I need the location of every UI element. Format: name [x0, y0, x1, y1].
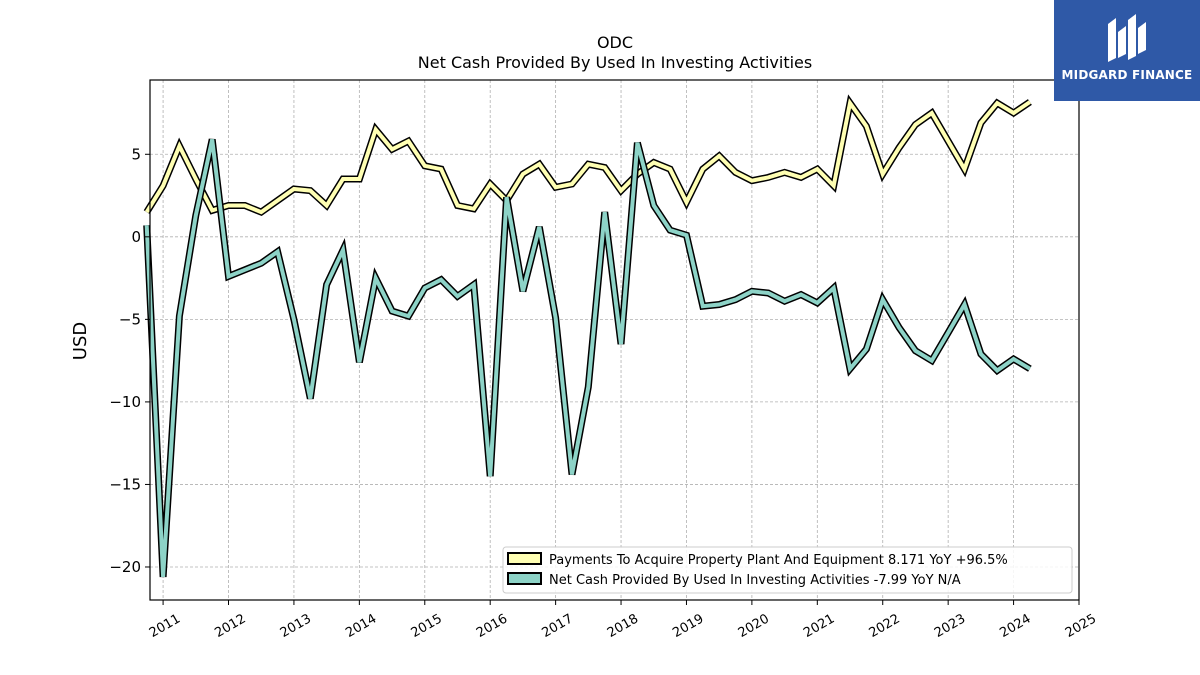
y-axis-label: USD: [70, 322, 91, 360]
x-tick-label: 2020: [736, 611, 772, 641]
y-tick-label: −5: [119, 310, 141, 328]
x-tick-label: 2022: [867, 611, 903, 641]
x-tick-label: 2014: [343, 611, 379, 641]
legend: Payments To Acquire Property Plant And E…: [502, 546, 1073, 594]
x-tick-label: 2024: [997, 611, 1033, 641]
x-tick-label: 2018: [605, 611, 641, 641]
x-tick-label: 2017: [539, 611, 575, 641]
y-tick-label: −20: [109, 558, 141, 576]
legend-box: [502, 546, 1073, 594]
x-tick-label: 2021: [801, 611, 837, 641]
x-tick-label: 2025: [1063, 611, 1099, 641]
y-tick-label: −15: [109, 475, 141, 493]
x-tick-label: 2013: [278, 611, 314, 641]
plot-frame: [149, 79, 1080, 601]
series-line-1: [144, 138, 1031, 578]
x-tick-label: 2023: [932, 611, 968, 641]
legend-swatch-investing: [507, 572, 542, 585]
series-lines: [143, 94, 1032, 578]
series-line-0: [145, 98, 1032, 215]
y-tick-label: 5: [131, 145, 141, 163]
legend-label-ppe: Payments To Acquire Property Plant And E…: [549, 553, 1008, 568]
chart-subtitle: Net Cash Provided By Used In Investing A…: [418, 53, 812, 72]
series-outline-0: [143, 94, 1032, 217]
x-tick-label: 2011: [147, 611, 183, 641]
midgard-finance-logo: MIDGARD FINANCE: [1054, 0, 1200, 101]
midgard-logo-mark-icon: [1108, 14, 1146, 62]
y-tick-label: −10: [109, 393, 141, 411]
grid: [150, 80, 1080, 600]
x-tick-label: 2012: [212, 611, 248, 641]
x-tick-label: 2015: [409, 611, 445, 641]
x-tick-label: 2016: [474, 611, 510, 641]
legend-label-investing: Net Cash Provided By Used In Investing A…: [549, 573, 961, 588]
series-outline-1: [143, 138, 1032, 578]
legend-swatch-ppe: [507, 552, 542, 565]
logo-text: MIDGARD FINANCE: [1061, 68, 1193, 82]
x-tick-label: 2019: [670, 611, 706, 641]
chart-title: ODC: [597, 33, 633, 52]
y-tick-label: 0: [131, 228, 141, 246]
